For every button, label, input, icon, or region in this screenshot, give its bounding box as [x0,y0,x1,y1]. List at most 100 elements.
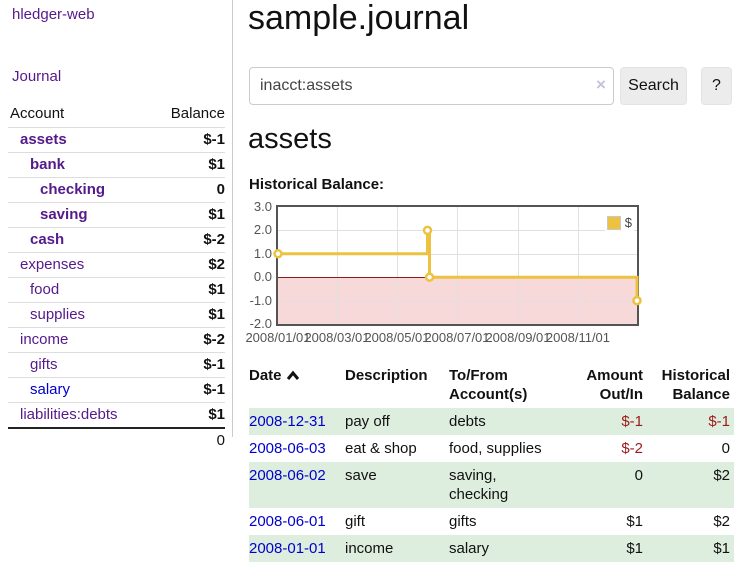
transaction-accounts: debts [449,413,486,430]
transaction-row[interactable]: 2008-06-03 eat & shop food, supplies $-2… [249,435,734,462]
app-brand-link[interactable]: hledger-web [12,6,95,23]
account-balance: $-1 [151,352,225,378]
account-row: liabilities:debts $1 [8,402,225,428]
transaction-date-cell: 2008-01-01 [249,535,345,562]
account-balance: $1 [151,302,225,328]
help-button[interactable]: ? [701,67,732,105]
x-axis-label: 2008/09/01 [485,330,551,345]
gridline-vertical [517,207,519,324]
transaction-date-link[interactable]: 2008-06-03 [249,440,326,457]
account-row: bank $1 [8,152,225,178]
account-row: saving $1 [8,202,225,228]
y-axis-label: 3.0 [253,199,272,214]
chart-title: Historical Balance: [249,176,385,193]
account-row: income $-2 [8,327,225,353]
data-point-marker [422,225,433,236]
account-name-cell: liabilities:debts [8,402,152,428]
sidebar-item-journal[interactable]: Journal [12,68,62,85]
gridline-vertical [457,207,458,324]
transaction-date-cell: 2008-06-02 [249,462,345,508]
transaction-row[interactable]: 2008-06-02 save saving, checking 0 $2 [249,462,734,508]
account-link[interactable]: expenses [20,256,85,273]
account-heading: assets [248,123,332,155]
search-button[interactable]: Search [620,67,687,105]
account-link[interactable]: checking [40,181,106,198]
account-balance: $2 [151,252,225,278]
register-header-row: Date Description To/From Account(s) Amou… [249,362,734,408]
transaction-date-link[interactable]: 2008-12-31 [249,413,326,430]
transaction-description: income [345,540,394,557]
legend-label: $ [624,215,632,230]
register-header-balance: Historical Balance [661,367,730,403]
account-balance: 0 [151,177,225,203]
y-axis-label: 1.0 [253,245,272,261]
account-balance: $-2 [151,227,225,253]
account-name-cell: income [8,327,152,353]
y-axis-label: -2.0 [249,316,272,331]
transaction-accounts: gifts [449,513,477,530]
transaction-row[interactable]: 2008-06-01 gift gifts $1 $2 [249,508,734,535]
transaction-description: save [345,467,377,484]
legend-swatch [606,215,621,230]
account-row: food $1 [8,277,225,303]
sort-ascending-icon [286,367,300,386]
account-balance: $-2 [151,327,225,353]
historical-balance-chart: 3.0 2.0 1.0 0.0 -1.0 -2.0 $2008/01/01 2008/03/0… [243,199,742,345]
account-row: checking 0 [8,177,225,203]
plot-area: $ [273,205,642,326]
account-name-cell: assets [8,127,152,153]
x-axis-label: 2008/07/01 [424,330,490,345]
account-link[interactable]: saving [40,206,88,223]
transaction-amount: $1 [626,513,643,530]
account-name-cell: supplies [8,302,152,328]
account-row: expenses $2 [8,252,225,278]
transaction-accounts: food, supplies [449,440,542,457]
account-link[interactable]: liabilities:debts [20,406,118,423]
transaction-amount: 0 [634,467,643,484]
account-link[interactable]: salary [30,381,71,398]
data-point-marker [424,272,435,282]
register-header-date[interactable]: Date [249,362,345,408]
transaction-balance: $2 [713,467,730,484]
account-balance: $1 [151,277,225,303]
account-row: assets $-1 [8,127,225,153]
y-axis-label: -1.0 [249,292,272,308]
transaction-date-link[interactable]: 2008-06-02 [249,467,326,484]
account-link[interactable]: food [30,281,60,298]
accounts-total-balance: 0 [151,427,225,453]
sidebar: hledger-web Journal Account Balance asse… [0,0,233,453]
transaction-row[interactable]: 2008-12-31 pay off debts $-1 $-1 [249,408,734,435]
search-input[interactable] [249,67,614,105]
transaction-date-cell: 2008-06-01 [249,508,345,535]
transaction-accounts: salary [449,540,490,557]
account-name-cell: food [8,277,152,303]
page-title: sample.journal [248,0,470,37]
account-row: gifts $-1 [8,352,225,378]
x-axis-label: 2008/11/01 [545,330,611,345]
transaction-balance: 0 [721,440,730,457]
account-link[interactable]: supplies [30,306,86,323]
register-header-amount: Amount Out/In [586,367,643,403]
account-link[interactable]: bank [30,156,66,173]
x-axis-label: 2008/05/01 [364,330,430,345]
account-link[interactable]: gifts [30,356,58,373]
chart-legend: $ [604,214,634,231]
transaction-row[interactable]: 2008-01-01 income salary $1 $1 [249,535,734,562]
account-balance: $1 [151,152,225,178]
account-name-cell: expenses [8,252,152,278]
y-axis-label: 2.0 [253,222,272,238]
account-balance: $1 [151,202,225,228]
transaction-date-cell: 2008-06-03 [249,435,345,462]
account-link[interactable]: assets [20,131,67,148]
transaction-amount: $1 [626,540,643,557]
account-link[interactable]: cash [30,231,65,248]
account-link[interactable]: income [20,331,69,348]
register-header-date-label: Date [249,367,282,384]
clear-search-icon[interactable]: × [596,75,606,94]
transaction-date-link[interactable]: 2008-01-01 [249,540,326,557]
gridline-vertical [577,207,579,324]
transaction-balance: $-1 [708,413,730,430]
transaction-date-link[interactable]: 2008-06-01 [249,513,326,530]
accounts-header-account: Account [10,105,65,122]
